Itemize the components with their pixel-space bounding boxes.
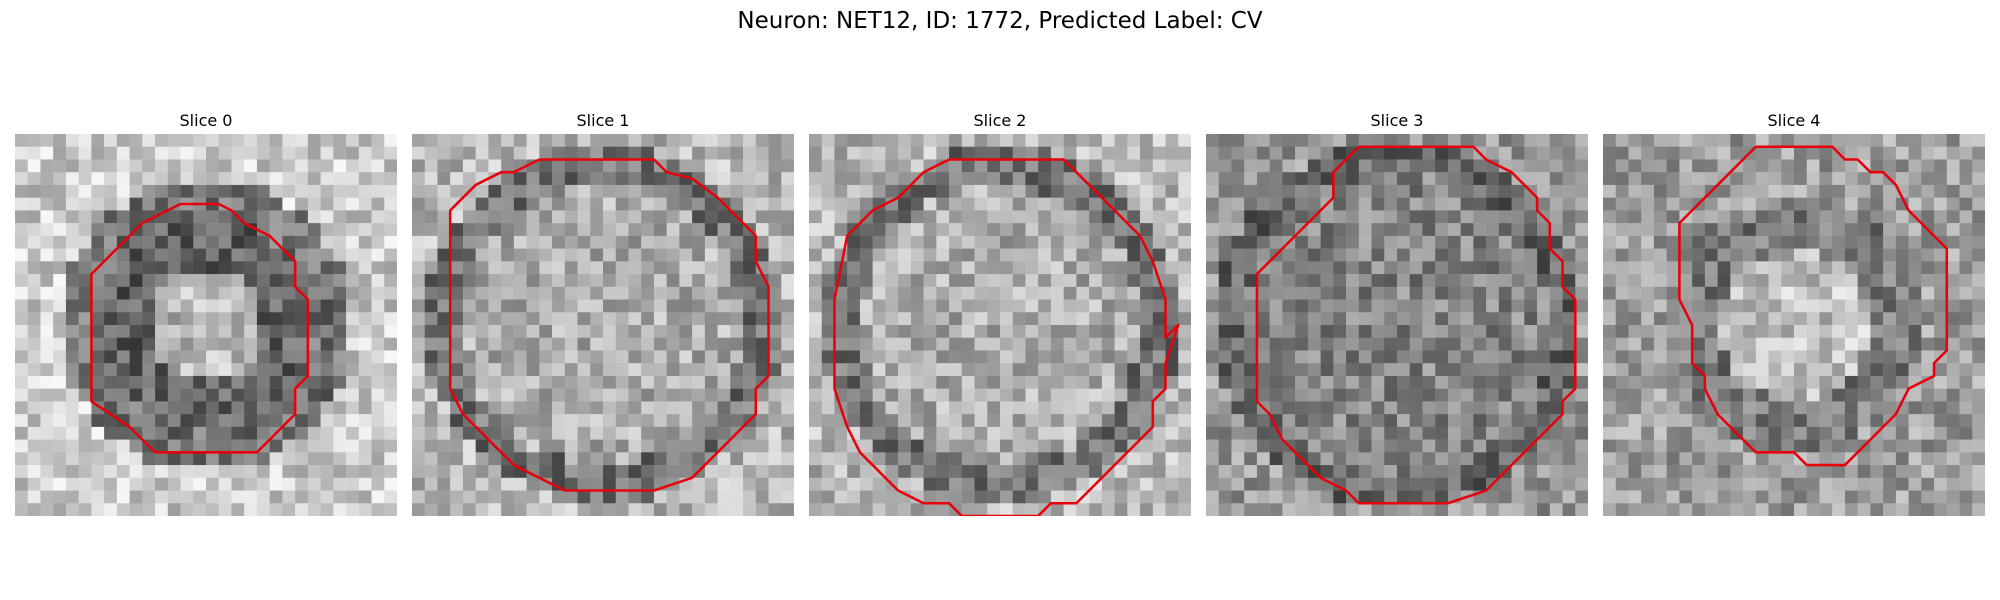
slice-title: Slice 3 xyxy=(1370,111,1424,130)
slice-title: Slice 4 xyxy=(1767,111,1821,130)
slice-panel-1: Slice 1 xyxy=(412,112,794,517)
segmentation-contour xyxy=(448,158,770,492)
slice-panel-0: Slice 0 xyxy=(15,112,397,517)
slice-svg xyxy=(15,134,397,516)
pixel-grid xyxy=(15,134,397,516)
slice-svg xyxy=(412,134,794,516)
slice-svg xyxy=(1603,134,1985,516)
slice-title: Slice 1 xyxy=(576,111,630,130)
figure-title: Neuron: NET12, ID: 1772, Predicted Label… xyxy=(737,8,1263,34)
slice-image xyxy=(809,134,1191,516)
pixel-grid xyxy=(1603,134,1985,516)
pixel-grid xyxy=(809,134,1191,516)
slice-image xyxy=(1206,134,1588,516)
slice-title: Slice 2 xyxy=(973,111,1027,130)
slice-image xyxy=(412,134,794,516)
pixel-grid xyxy=(1206,134,1588,516)
slice-panel-4: Slice 4 xyxy=(1603,112,1985,517)
segmentation-contour xyxy=(90,202,310,454)
slice-svg xyxy=(1206,134,1588,516)
slice-panel-3: Slice 3 xyxy=(1206,112,1588,517)
segmentation-contour xyxy=(1255,145,1577,505)
slice-image xyxy=(15,134,397,516)
slice-svg xyxy=(809,134,1191,516)
segmentation-contour xyxy=(1678,145,1949,467)
slice-panel-2: Slice 2 xyxy=(809,112,1191,517)
segmentation-contour xyxy=(833,158,1180,516)
slice-image xyxy=(1603,134,1985,516)
slice-title: Slice 0 xyxy=(179,111,233,130)
